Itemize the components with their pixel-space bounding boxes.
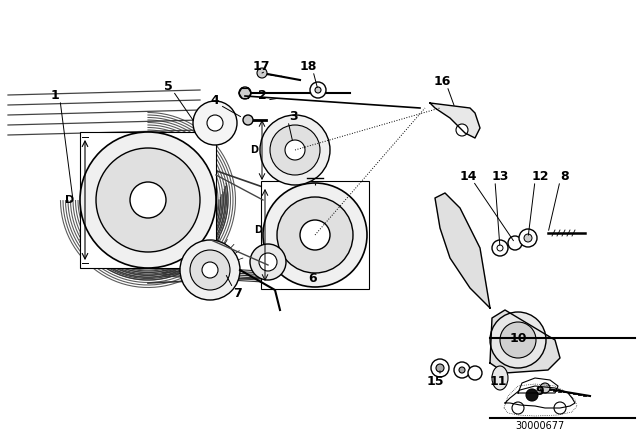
Circle shape (436, 364, 444, 372)
Text: 13: 13 (492, 169, 509, 182)
Text: 12: 12 (531, 169, 548, 182)
Text: 16: 16 (433, 74, 451, 87)
Circle shape (277, 197, 353, 273)
Circle shape (285, 140, 305, 160)
Text: 3: 3 (289, 109, 298, 122)
Circle shape (270, 125, 320, 175)
Circle shape (508, 236, 522, 250)
Circle shape (180, 240, 240, 300)
Circle shape (259, 253, 277, 271)
Text: 30000677: 30000677 (515, 421, 564, 431)
Ellipse shape (492, 366, 508, 390)
Circle shape (500, 322, 536, 358)
Circle shape (454, 362, 470, 378)
Circle shape (239, 87, 251, 99)
Text: 15: 15 (426, 375, 444, 388)
Text: 6: 6 (308, 271, 317, 284)
Text: 17: 17 (252, 60, 269, 73)
Circle shape (130, 182, 166, 218)
Text: 18: 18 (300, 60, 317, 73)
Circle shape (468, 366, 482, 380)
Circle shape (492, 240, 508, 256)
Circle shape (257, 68, 267, 78)
Circle shape (490, 312, 546, 368)
Circle shape (554, 402, 566, 414)
Polygon shape (490, 310, 560, 373)
Circle shape (190, 250, 230, 290)
Circle shape (524, 234, 532, 242)
Polygon shape (430, 103, 480, 138)
Circle shape (96, 148, 200, 252)
Text: 11: 11 (489, 375, 507, 388)
Circle shape (315, 87, 321, 93)
Bar (261, 181, 369, 289)
Circle shape (80, 132, 216, 268)
Circle shape (250, 244, 286, 280)
Circle shape (512, 402, 524, 414)
Circle shape (260, 115, 330, 185)
Text: 7: 7 (234, 287, 243, 300)
Text: D: D (254, 225, 262, 235)
Circle shape (540, 383, 550, 393)
Circle shape (202, 262, 218, 278)
Text: 10: 10 (509, 332, 527, 345)
Polygon shape (435, 193, 490, 308)
Circle shape (300, 220, 330, 250)
Circle shape (243, 115, 253, 125)
Text: D: D (250, 145, 258, 155)
Text: 2: 2 (258, 89, 266, 102)
Text: 1: 1 (51, 89, 60, 102)
Circle shape (263, 183, 367, 287)
Bar (80, 132, 216, 268)
Circle shape (431, 359, 449, 377)
Text: 14: 14 (460, 169, 477, 182)
Circle shape (193, 101, 237, 145)
Text: D: D (65, 195, 75, 205)
Circle shape (519, 229, 537, 247)
Circle shape (456, 124, 468, 136)
Text: 4: 4 (211, 94, 220, 107)
Text: 8: 8 (561, 169, 570, 182)
Circle shape (526, 389, 538, 401)
Circle shape (310, 82, 326, 98)
Text: 9: 9 (536, 384, 544, 397)
Circle shape (207, 115, 223, 131)
Circle shape (459, 367, 465, 373)
Text: 5: 5 (164, 79, 172, 92)
